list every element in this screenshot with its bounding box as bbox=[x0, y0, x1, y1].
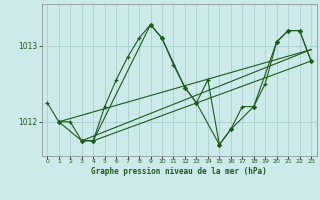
X-axis label: Graphe pression niveau de la mer (hPa): Graphe pression niveau de la mer (hPa) bbox=[91, 167, 267, 176]
